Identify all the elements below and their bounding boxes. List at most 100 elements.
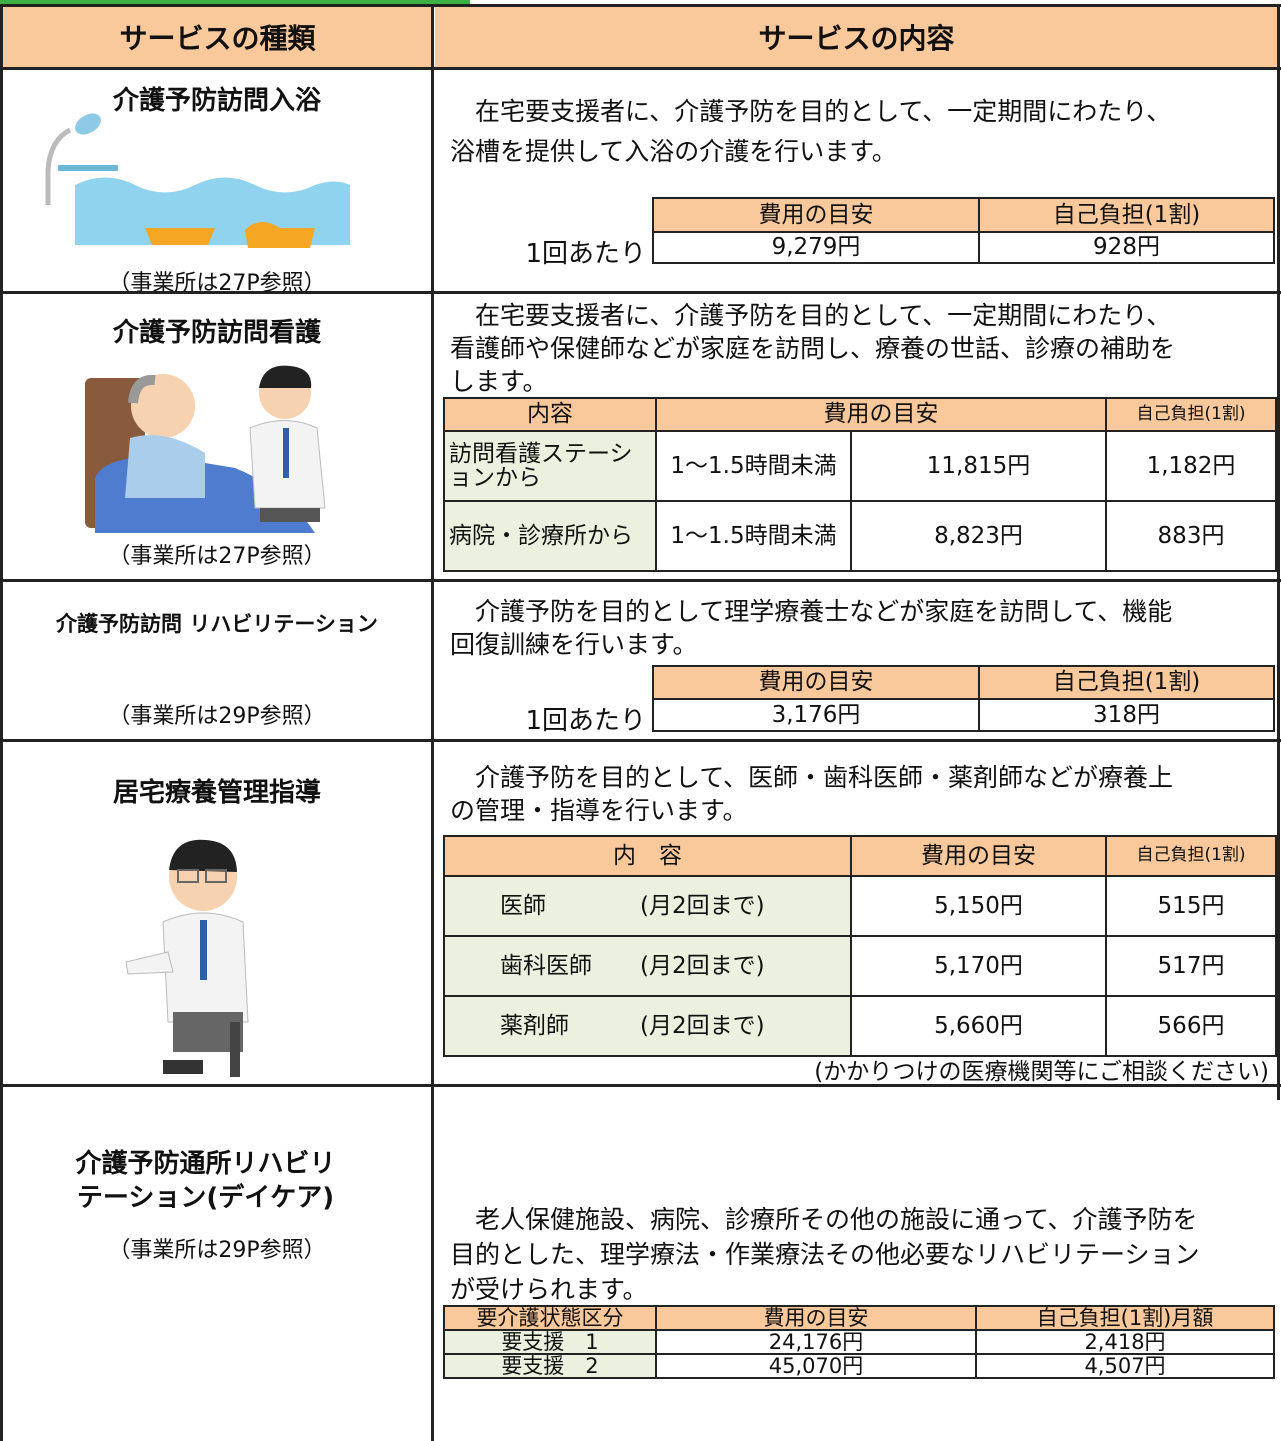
service-name: 居宅療養管理指導 — [112, 778, 321, 808]
fee-table: 費用の目安 自己負担(1割) 3,176円 318円 — [652, 665, 1275, 732]
table-row: 医師 (月2回まで) 5,150円 515円 — [443, 875, 1277, 937]
description-line: が受けられます。 — [450, 1275, 648, 1304]
fee-table: 内容 費用の目安 自己負担(1割) 訪問看護ステーションから 1〜1.5時間未満 11,8… — [443, 397, 1277, 572]
fee-table: 費用の目安 自己負担(1割) 9,279円 928円 — [652, 197, 1275, 264]
table-header-cell: 自己負担(1割) — [1105, 835, 1277, 877]
description-line: 浴槽を提供して入浴の介護を行います。 — [450, 137, 897, 166]
nurse-illustration — [85, 365, 326, 533]
table-cell: 8,823円 — [850, 500, 1107, 572]
description-line: 老人保健施設、病院、診療所その他の施設に通って、介護予防を — [450, 1205, 1198, 1234]
table-cell: 9,279円 — [652, 231, 980, 264]
table-header-row: 要介護状態区分 費用の目安 自己負担(1割)月額 — [443, 1304, 1275, 1332]
table-cell: 318円 — [978, 698, 1275, 732]
border — [0, 739, 1281, 742]
table-cell: 病院・診療所から — [443, 500, 657, 572]
table-row: 要支援 2 45,070円 4,507円 — [443, 1353, 1275, 1380]
table-cell: 3,176円 — [652, 698, 980, 732]
border — [0, 4, 1281, 7]
table-cell: 1〜1.5時間未満 — [655, 430, 852, 502]
fee-table: 内 容費用の目安 自己負担(1割) 医師 (月2回まで) 5,150円 515円歯科医師 (… — [443, 835, 1277, 1057]
border — [1277, 4, 1280, 1100]
cell-text: 歯科医師 — [500, 952, 592, 979]
service-name: 介護予防通所リハビリ — [75, 1149, 336, 1179]
table-cell: 5,150円 — [850, 875, 1107, 937]
service-note: （事業所は29P参照） — [108, 1238, 326, 1263]
doctor-illustration — [125, 839, 249, 1077]
table-header-cell: 自己負担(1割) — [978, 197, 1275, 233]
description-line: 回復訓練を行います。 — [450, 630, 698, 659]
row-label: 1回あたり — [525, 706, 646, 736]
border — [0, 579, 1281, 582]
table-header-cell: 自己負担(1割)月額 — [975, 1304, 1275, 1332]
table-footnote: (かかりつけの医療機関等にご相談ください) — [814, 1059, 1269, 1085]
description-line: します。 — [450, 367, 548, 396]
table-row: 要支援 1 24,176円 2,418円 — [443, 1329, 1275, 1356]
table-header-cell: 費用の目安 — [655, 397, 1107, 432]
table-cell: 要支援 2 — [443, 1353, 657, 1380]
cell-text: 薬剤師 — [500, 1012, 569, 1039]
service-note: （事業所は27P参照） — [108, 271, 326, 296]
border — [0, 1084, 1281, 1087]
table-header-cell: 自己負担(1割) — [1105, 397, 1277, 432]
table-header-cell: 内 容 — [443, 835, 852, 877]
row-label: 1回あたり — [525, 239, 646, 269]
table-cell: 515円 — [1105, 875, 1277, 937]
table-header-row: 費用の目安 自己負担(1割) — [652, 665, 1275, 700]
bath-illustration — [45, 113, 350, 248]
table-header-cell: 自己負担(1割) — [978, 665, 1275, 700]
table-cell: 24,176円 — [655, 1329, 977, 1356]
cell-text: (月2回まで) — [640, 952, 765, 979]
table-cell: 訪問看護ステーションから — [443, 430, 657, 502]
table-cell: 883円 — [1105, 500, 1277, 572]
table-row: 3,176円 318円 — [652, 698, 1275, 732]
header-col1: サービスの種類 — [3, 5, 432, 68]
cell-text: (月2回まで) — [640, 892, 765, 919]
service-name: 介護予防訪問看護 — [112, 318, 321, 348]
table-row: 訪問看護ステーションから 1〜1.5時間未満 11,815円 1,182円 — [443, 430, 1277, 502]
fee-table: 要介護状態区分 費用の目安 自己負担(1割)月額 要支援 1 24,176円 2,418円… — [443, 1304, 1275, 1380]
description-line: 目的とした、理学療法・作業療法その他必要なリハビリテーション — [450, 1240, 1200, 1269]
table-header-row: 内容 費用の目安 自己負担(1割) — [443, 397, 1277, 432]
table-cell: 1,182円 — [1105, 430, 1277, 502]
table-header-cell: 費用の目安 — [652, 665, 980, 700]
service-name: 介護予防訪問入浴 — [112, 86, 321, 116]
table-row: 病院・診療所から 1〜1.5時間未満 8,823円 883円 — [443, 500, 1277, 572]
table-cell: 5,660円 — [850, 995, 1107, 1057]
cell-text: (月2回まで) — [640, 1012, 765, 1039]
table-cell: 薬剤師 (月2回まで) — [443, 995, 852, 1057]
description-line: の管理・指導を行います。 — [450, 796, 748, 825]
table-row: 歯科医師 (月2回まで) 5,170円 517円 — [443, 935, 1277, 997]
border — [0, 67, 1281, 70]
top-bar — [0, 0, 470, 5]
table-cell: 要支援 1 — [443, 1329, 657, 1356]
table-cell: 1〜1.5時間未満 — [655, 500, 852, 572]
table-cell: 45,070円 — [655, 1353, 977, 1380]
table-header-cell: 費用の目安 — [655, 1304, 977, 1332]
service-note: （事業所は29P参照） — [108, 704, 326, 729]
table-header-row: 費用の目安 自己負担(1割) — [652, 197, 1275, 233]
table-header-row: 内 容費用の目安 自己負担(1割) — [443, 835, 1277, 877]
table-cell: 歯科医師 (月2回まで) — [443, 935, 852, 997]
service-name: テーション(デイケア) — [76, 1183, 335, 1213]
table-cell: 11,815円 — [850, 430, 1107, 502]
description-line: 看護師や保健師などが家庭を訪問し、療養の世話、診療の補助を — [450, 334, 1176, 363]
description-line: 介護予防を目的として理学療養士などが家庭を訪問して、機能 — [450, 597, 1173, 626]
table-cell: 5,170円 — [850, 935, 1107, 997]
border — [0, 291, 1281, 294]
table-cell: 4,507円 — [975, 1353, 1275, 1380]
table-row: 薬剤師 (月2回まで) 5,660円 566円 — [443, 995, 1277, 1057]
table-row: 9,279円 928円 — [652, 231, 1275, 264]
table-cell: 928円 — [978, 231, 1275, 264]
header-col2: サービスの内容 — [435, 5, 1278, 68]
border — [0, 4, 3, 1441]
description-line: 在宅要支援者に、介護予防を目的として、一定期間にわたり、 — [450, 301, 1172, 330]
service-name: 介護予防訪問 リハビリテーション — [56, 612, 378, 636]
table-cell: 医師 (月2回まで) — [443, 875, 852, 937]
service-note: （事業所は27P参照） — [108, 544, 326, 569]
table-header-cell: 要介護状態区分 — [443, 1304, 657, 1332]
table-cell: 517円 — [1105, 935, 1277, 997]
description-line: 在宅要支援者に、介護予防を目的として、一定期間にわたり、 — [450, 97, 1172, 126]
table-header-cell: 内容 — [443, 397, 657, 432]
table-header-cell: 費用の目安 — [652, 197, 980, 233]
